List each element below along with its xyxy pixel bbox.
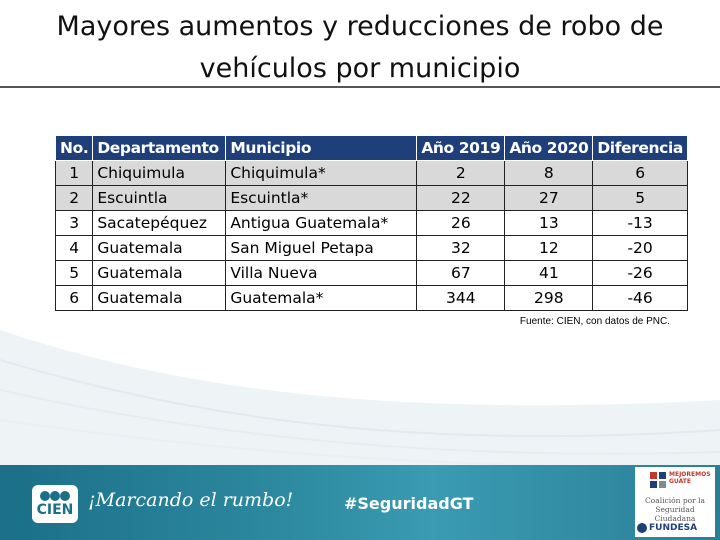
cell-ano-2019: 26: [416, 210, 506, 236]
partner-logo: MEJOREMOS GUATE Coalición por la Segurid…: [635, 467, 715, 537]
cell-ano-2020: 12: [504, 235, 594, 261]
cell-no: 2: [54, 185, 94, 211]
hashtag: #SeguridadGT: [344, 494, 474, 513]
cell-diferencia: -13: [592, 210, 688, 236]
cien-logo: CIEN: [32, 485, 78, 523]
partner-name: Coalición por la Seguridad Ciudadana: [635, 496, 715, 523]
cell-departamento: Escuintla: [92, 185, 227, 211]
partner-org: FUNDESA: [649, 523, 698, 533]
partner-top-text: MEJOREMOS GUATE: [669, 471, 711, 485]
cell-municipio: San Miguel Petapa: [225, 235, 418, 261]
header-municipio: Municipio: [225, 135, 418, 161]
cell-diferencia: -26: [592, 260, 688, 286]
header-diferencia: Diferencia: [592, 135, 688, 161]
cell-diferencia: -20: [592, 235, 688, 261]
cell-no: 4: [54, 235, 94, 261]
logo-dots-icon: [40, 491, 70, 501]
cell-ano-2019: 32: [416, 235, 506, 261]
footer-banner: CIEN ¡Marcando el rumbo! #SeguridadGT ME…: [0, 465, 720, 540]
cell-no: 1: [54, 160, 94, 186]
partner-name-line-1: Coalición por la: [644, 496, 705, 505]
cell-departamento: Guatemala: [92, 285, 227, 311]
cell-departamento: Chiquimula: [92, 160, 227, 186]
cell-municipio: Guatemala*: [225, 285, 418, 311]
cell-diferencia: -46: [592, 285, 688, 311]
cell-ano-2019: 2: [416, 160, 506, 186]
fundesa-icon: [637, 523, 647, 533]
cell-ano-2020: 13: [504, 210, 594, 236]
cell-ano-2020: 41: [504, 260, 594, 286]
cell-municipio: Antigua Guatemala*: [225, 210, 418, 236]
cell-ano-2019: 67: [416, 260, 506, 286]
table-row: 1 Chiquimula Chiquimula* 2 8 6: [54, 160, 688, 186]
table-header-row: No. Departamento Municipio Año 2019 Año …: [54, 135, 688, 161]
municipality-table: No. Departamento Municipio Año 2019 Año …: [54, 135, 688, 311]
title-divider: [0, 86, 720, 88]
cell-ano-2020: 298: [504, 285, 594, 311]
cell-no: 5: [54, 260, 94, 286]
cell-departamento: Sacatepéquez: [92, 210, 227, 236]
cell-no: 6: [54, 285, 94, 311]
cell-ano-2019: 344: [416, 285, 506, 311]
table-row: 4 Guatemala San Miguel Petapa 32 12 -20: [54, 235, 688, 261]
header-no: No.: [54, 135, 94, 161]
header-ano-2020: Año 2020: [504, 135, 594, 161]
table-row: 6 Guatemala Guatemala* 344 298 -46: [54, 285, 688, 311]
logo-text: CIEN: [36, 502, 74, 518]
slogan: ¡Marcando el rumbo!: [88, 489, 294, 511]
source-note: Fuente: CIEN, con datos de PNC.: [519, 316, 670, 327]
cell-municipio: Escuintla*: [225, 185, 418, 211]
title-line-2: vehículos por municipio: [199, 53, 521, 84]
cell-municipio: Chiquimula*: [225, 160, 418, 186]
cell-municipio: Villa Nueva: [225, 260, 418, 286]
title-line-1: Mayores aumentos y reducciones de robo d…: [56, 11, 664, 42]
partner-name-line-2: Seguridad Ciudadana: [654, 505, 696, 523]
cell-ano-2020: 8: [504, 160, 594, 186]
cell-diferencia: 5: [592, 185, 688, 211]
table-row: 5 Guatemala Villa Nueva 67 41 -26: [54, 260, 688, 286]
cell-ano-2019: 22: [416, 185, 506, 211]
cell-diferencia: 6: [592, 160, 688, 186]
coalition-emblem-icon: [650, 472, 666, 488]
header-ano-2019: Año 2019: [416, 135, 506, 161]
table-row: 2 Escuintla Escuintla* 22 27 5: [54, 185, 688, 211]
cell-ano-2020: 27: [504, 185, 594, 211]
cell-departamento: Guatemala: [92, 235, 227, 261]
table-row: 3 Sacatepéquez Antigua Guatemala* 26 13 …: [54, 210, 688, 236]
cell-no: 3: [54, 210, 94, 236]
header-departamento: Departamento: [92, 135, 227, 161]
cell-departamento: Guatemala: [92, 260, 227, 286]
page-title: Mayores aumentos y reducciones de robo d…: [20, 6, 700, 90]
